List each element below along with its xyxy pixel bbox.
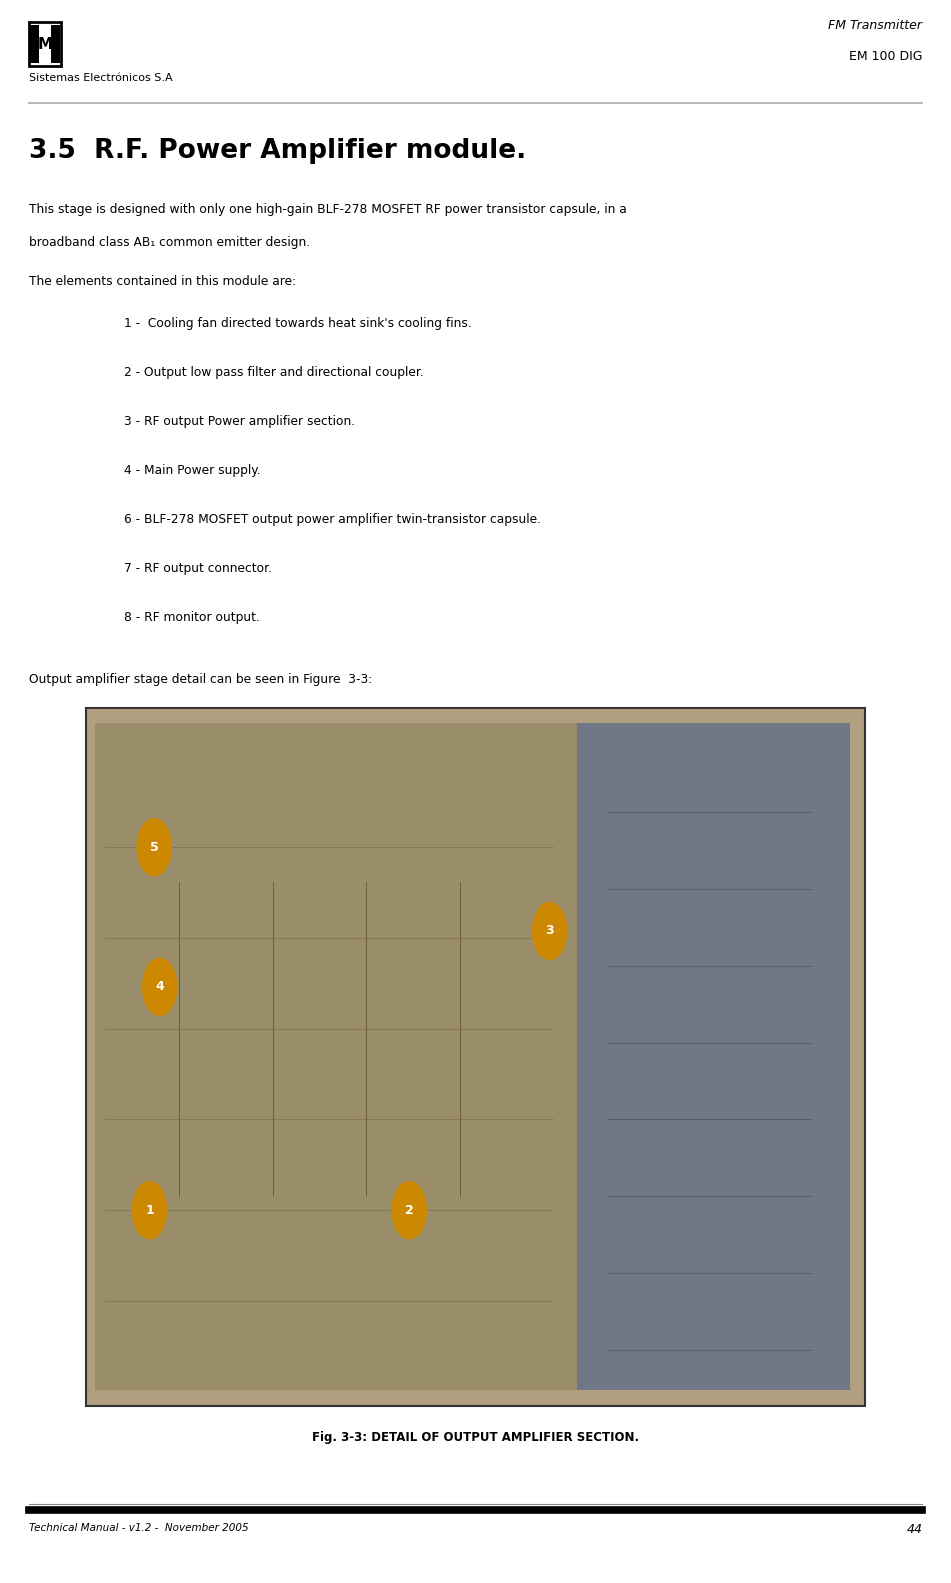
Bar <box>51 25 60 63</box>
Text: Output amplifier stage detail can be seen in Figure  3-3:: Output amplifier stage detail can be see… <box>29 673 372 685</box>
Text: Fig. 3-3: DETAIL OF OUTPUT AMPLIFIER SECTION.: Fig. 3-3: DETAIL OF OUTPUT AMPLIFIER SEC… <box>312 1431 639 1444</box>
Text: 2: 2 <box>405 1203 414 1217</box>
Circle shape <box>533 902 567 959</box>
Text: broadband class AB₁ common emitter design.: broadband class AB₁ common emitter desig… <box>29 236 310 249</box>
Circle shape <box>143 958 177 1015</box>
Text: M: M <box>37 36 52 52</box>
Text: 3 - RF output Power amplifier section.: 3 - RF output Power amplifier section. <box>124 415 355 427</box>
Bar <box>29 22 61 66</box>
Bar <box>86 708 865 1406</box>
Bar <box>86 708 865 1406</box>
Bar <box>95 723 578 1390</box>
Text: This stage is designed with only one high-gain BLF-278 MOSFET RF power transisto: This stage is designed with only one hig… <box>29 203 627 215</box>
Text: 1: 1 <box>146 1203 154 1217</box>
Circle shape <box>137 818 171 875</box>
Text: 1 -  Cooling fan directed towards heat sink's cooling fins.: 1 - Cooling fan directed towards heat si… <box>124 317 472 329</box>
Text: 4: 4 <box>155 980 165 994</box>
Text: 5: 5 <box>150 841 159 853</box>
Text: 6 - BLF-278 MOSFET output power amplifier twin-transistor capsule.: 6 - BLF-278 MOSFET output power amplifie… <box>124 513 540 526</box>
Bar <box>29 25 39 63</box>
Circle shape <box>392 1183 426 1239</box>
Circle shape <box>132 1183 166 1239</box>
Text: Sistemas Electrónicos S.A: Sistemas Electrónicos S.A <box>29 73 172 82</box>
Text: 8 - RF monitor output.: 8 - RF monitor output. <box>124 611 260 624</box>
Text: FM Transmitter: FM Transmitter <box>828 19 922 32</box>
Text: 4 - Main Power supply.: 4 - Main Power supply. <box>124 464 261 476</box>
Text: 7 - RF output connector.: 7 - RF output connector. <box>124 562 272 575</box>
Text: EM 100 DIG: EM 100 DIG <box>849 49 922 63</box>
Bar <box>577 723 850 1390</box>
Text: 44: 44 <box>906 1523 922 1536</box>
Text: 3: 3 <box>545 924 553 937</box>
Text: 2 - Output low pass filter and directional coupler.: 2 - Output low pass filter and direction… <box>124 366 423 378</box>
Text: 3.5  R.F. Power Amplifier module.: 3.5 R.F. Power Amplifier module. <box>29 138 526 163</box>
Text: Technical Manual - v1.2 -  November 2005: Technical Manual - v1.2 - November 2005 <box>29 1523 248 1532</box>
Text: The elements contained in this module are:: The elements contained in this module ar… <box>29 275 296 288</box>
